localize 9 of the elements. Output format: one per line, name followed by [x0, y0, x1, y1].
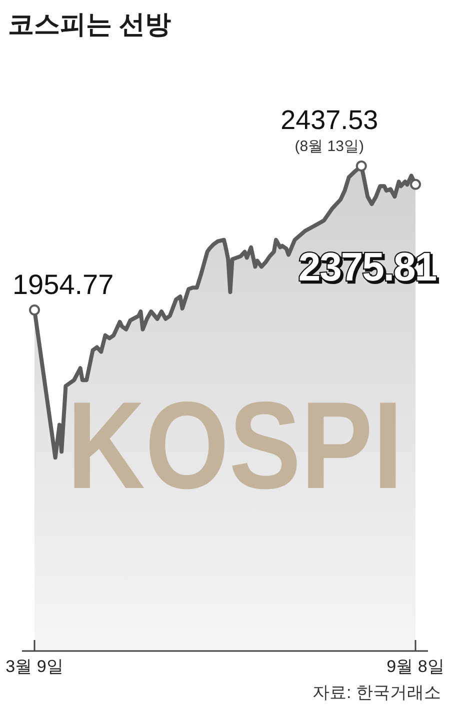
data-label: 2375.81 [298, 245, 437, 290]
x-tick-label: 9월 8일 [386, 657, 444, 676]
annotation: KOSPI [67, 376, 403, 515]
annotation: 자료: 한국거래소 [312, 683, 441, 702]
data-label: 1954.77 [12, 269, 114, 300]
x-tick-label: 3월 9일 [6, 657, 64, 676]
annotation: (8월 13일) [294, 138, 364, 155]
chart-title: 코스피는 선방 [8, 9, 172, 39]
data-label: 2437.53 [280, 105, 378, 135]
